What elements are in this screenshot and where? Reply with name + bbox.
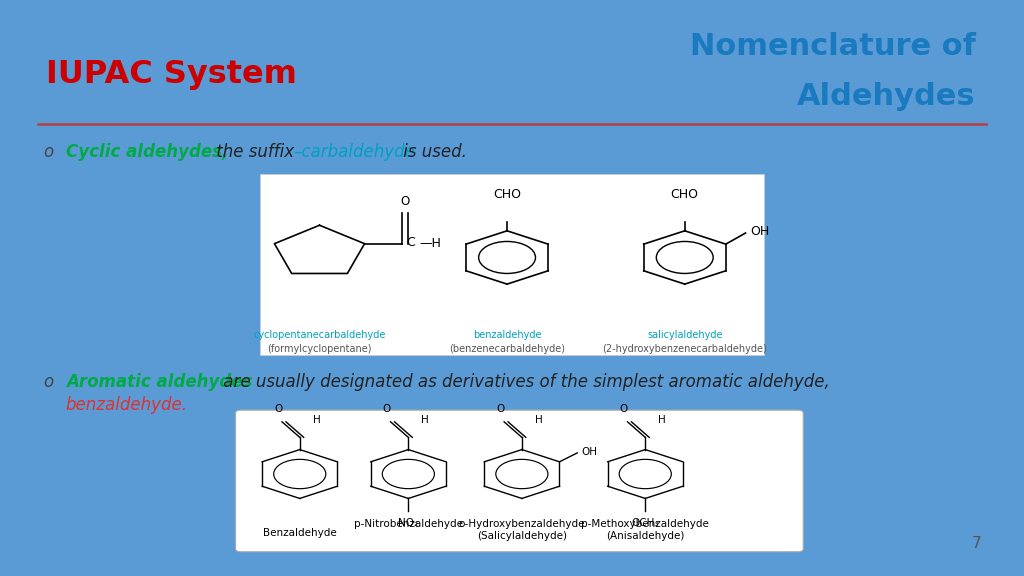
- Text: Benzaldehyde: Benzaldehyde: [263, 528, 337, 539]
- Text: NO₂: NO₂: [398, 518, 419, 528]
- FancyBboxPatch shape: [236, 410, 803, 552]
- Text: (benzenecarbaldehyde): (benzenecarbaldehyde): [450, 344, 565, 354]
- Text: O: O: [274, 404, 283, 414]
- Text: OCH₃: OCH₃: [632, 518, 659, 528]
- Text: OH: OH: [751, 225, 770, 238]
- Text: salicylaldehyde: salicylaldehyde: [647, 330, 723, 340]
- Text: Aldehydes: Aldehydes: [798, 82, 976, 111]
- Text: O: O: [400, 195, 410, 207]
- Text: o-Hydroxybenzaldehyde: o-Hydroxybenzaldehyde: [459, 519, 585, 529]
- Text: benzaldehyde.: benzaldehyde.: [66, 396, 187, 414]
- Text: C: C: [407, 236, 415, 249]
- Text: O: O: [620, 404, 628, 414]
- Text: benzaldehyde: benzaldehyde: [473, 330, 542, 340]
- Text: –carbaldehyde: –carbaldehyde: [293, 143, 415, 161]
- Text: Cyclic aldehydes,: Cyclic aldehydes,: [66, 143, 228, 161]
- Text: CHO: CHO: [671, 188, 698, 201]
- Text: Aromatic aldehydes: Aromatic aldehydes: [66, 373, 252, 392]
- Text: are usually designated as derivatives of the simplest aromatic aldehyde,: are usually designated as derivatives of…: [218, 373, 829, 392]
- Text: Nomenclature of: Nomenclature of: [690, 32, 976, 61]
- Text: p-Nitrobenzaldehyde: p-Nitrobenzaldehyde: [354, 519, 463, 529]
- Text: H: H: [421, 415, 429, 425]
- Text: O: O: [496, 404, 504, 414]
- Text: (Salicylaldehyde): (Salicylaldehyde): [477, 531, 567, 541]
- Text: H: H: [658, 415, 666, 425]
- Text: o: o: [43, 373, 53, 392]
- FancyBboxPatch shape: [260, 174, 764, 355]
- Text: O: O: [383, 404, 391, 414]
- Text: 7: 7: [972, 536, 981, 551]
- Text: IUPAC System: IUPAC System: [46, 59, 297, 90]
- Text: p-Methoxybenzaldehyde: p-Methoxybenzaldehyde: [582, 519, 710, 529]
- Text: o: o: [43, 143, 53, 161]
- Text: is used.: is used.: [398, 143, 467, 161]
- Text: H: H: [312, 415, 321, 425]
- Text: (formylcyclopentane): (formylcyclopentane): [267, 344, 372, 354]
- Text: H: H: [535, 415, 543, 425]
- Text: the suffix: the suffix: [211, 143, 299, 161]
- Text: CHO: CHO: [494, 188, 521, 201]
- Text: (Anisaldehyde): (Anisaldehyde): [606, 531, 684, 541]
- Text: OH: OH: [582, 447, 597, 457]
- Text: —H: —H: [420, 237, 441, 250]
- Text: cyclopentanecarbaldehyde: cyclopentanecarbaldehyde: [253, 330, 386, 340]
- Text: (2-hydroxybenzenecarbaldehyde): (2-hydroxybenzenecarbaldehyde): [602, 344, 767, 354]
